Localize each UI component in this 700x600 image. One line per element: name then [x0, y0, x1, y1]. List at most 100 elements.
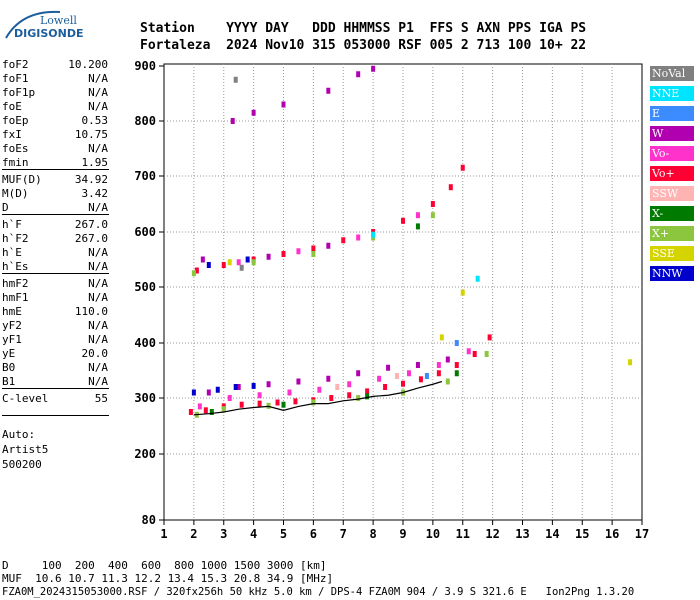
data-point-vo- — [487, 334, 492, 341]
x-tick-label: 16 — [605, 527, 619, 541]
data-point-w — [266, 253, 271, 260]
data-point-nne — [475, 275, 480, 282]
data-point-vo- — [197, 403, 202, 410]
param-key: B0 — [2, 361, 16, 374]
data-point-vo- — [347, 392, 352, 399]
param-key: foF2 — [2, 58, 29, 71]
x-tick-label: 15 — [575, 527, 589, 541]
param-key: h`F2 — [2, 232, 29, 245]
data-marks — [188, 65, 633, 418]
y-tick-label: 80 — [142, 513, 156, 527]
param-key: yF1 — [2, 333, 22, 346]
data-point-nnw — [206, 262, 211, 268]
data-point-x- — [191, 270, 196, 277]
data-point-w — [415, 362, 420, 368]
param-key: yF2 — [2, 319, 22, 332]
data-point-x- — [445, 378, 450, 385]
param-value: N/A — [88, 260, 108, 273]
y-tick-label: 300 — [134, 391, 156, 405]
param-key: h`Es — [2, 260, 29, 273]
data-point-x- — [311, 251, 316, 257]
y-tick-label: 700 — [134, 169, 156, 183]
data-point-vo- — [430, 201, 435, 207]
data-point-vo- — [203, 407, 208, 414]
data-point-vo- — [257, 400, 262, 407]
param-value: 267.0 — [74, 218, 108, 231]
data-point-vo- — [347, 381, 352, 388]
param-value: 20.0 — [81, 347, 109, 360]
x-tick-label: 17 — [635, 527, 649, 541]
x-tick-label: 13 — [515, 527, 529, 541]
param-row-b1: B1 N/A — [2, 375, 108, 389]
data-point-w — [386, 364, 391, 371]
x-tick-label: 3 — [220, 527, 227, 541]
x-tick-label: 7 — [340, 527, 347, 541]
param-row-fof1p: foF1p N/A — [2, 86, 108, 100]
data-point-vo- — [221, 262, 226, 268]
param-row-m-d-: M(D) 3.42 — [2, 187, 108, 201]
param-key: foEp — [2, 114, 29, 127]
data-point-e — [454, 340, 459, 346]
data-point-vo- — [239, 401, 244, 408]
param-row-yf1: yF1 N/A — [2, 333, 108, 347]
data-point-w — [356, 71, 361, 78]
param-separator — [2, 169, 109, 170]
axes: 1 2 3 4 5 6 7 8 9 10 11 12 13 14 15 16 17802003004005006… — [134, 59, 649, 541]
data-point-x- — [251, 259, 256, 266]
x-tick-label: 11 — [456, 527, 470, 541]
legend-item-sse: SSE — [650, 246, 694, 261]
param-value: 267.0 — [74, 232, 108, 245]
data-point-vo- — [227, 395, 232, 401]
data-point-w — [236, 384, 241, 390]
param-value: 55 — [94, 392, 108, 405]
param-row-d: D N/A — [2, 201, 108, 215]
data-point-vo- — [418, 376, 423, 383]
data-point-x- — [430, 212, 435, 219]
header-line-1: Station YYYY DAY DDD HHMMSS P1 FFS S AXN… — [140, 21, 587, 36]
param-row-fmin: fmin 1.95 — [2, 156, 108, 170]
logo-swoosh-icon — [5, 10, 61, 39]
param-value: N/A — [88, 291, 108, 304]
footer-muf-line: MUF 10.6 10.7 11.3 12.2 13.4 15.3 20.8 3… — [2, 572, 334, 585]
data-point-x- — [365, 393, 370, 400]
param-value: N/A — [88, 375, 108, 388]
param-row-h-es: h`Es N/A — [2, 260, 108, 274]
x-tick-label: 5 — [280, 527, 287, 541]
data-point-vo- — [356, 234, 361, 241]
auto-version: 500200 — [2, 458, 42, 471]
data-point-x- — [281, 401, 286, 408]
data-point-vo- — [401, 217, 405, 224]
legend-item-x-: X+ — [650, 226, 694, 241]
param-row-muf-d-: MUF(D) 34.92 — [2, 173, 108, 187]
data-point-vo- — [281, 251, 286, 257]
legend-item-w: W — [650, 126, 694, 141]
data-point-nnw — [191, 389, 196, 396]
trace-line — [193, 380, 443, 416]
data-point-sse — [628, 359, 633, 366]
data-point-w — [296, 378, 301, 385]
legend-item-ssw: SSW — [650, 186, 694, 201]
data-point-w — [326, 375, 331, 382]
data-point-x- — [454, 370, 459, 377]
param-key: fmin — [2, 156, 29, 169]
data-point-vo- — [275, 399, 280, 406]
data-point-w — [445, 356, 450, 363]
param-value: N/A — [88, 142, 108, 155]
param-row-h-f2: h`F2 267.0 — [2, 232, 108, 246]
legend-item-nnw: NNW — [650, 266, 694, 281]
data-point-nnw — [215, 386, 220, 393]
param-separator — [2, 415, 109, 416]
y-tick-label: 200 — [134, 447, 156, 461]
data-point-vo- — [415, 212, 420, 219]
param-row-ye: yE 20.0 — [2, 347, 108, 361]
data-point-vo- — [460, 164, 465, 171]
data-point-e — [424, 373, 429, 379]
data-point-vo- — [436, 370, 441, 377]
param-row-fof2: foF2 10.200 — [2, 58, 108, 72]
data-point-vo- — [383, 384, 388, 390]
auto-label: Auto: — [2, 428, 36, 441]
param-key: foE — [2, 100, 22, 113]
grid-lines — [164, 64, 642, 520]
data-point-vo- — [472, 351, 477, 357]
data-point-vo- — [287, 389, 292, 396]
